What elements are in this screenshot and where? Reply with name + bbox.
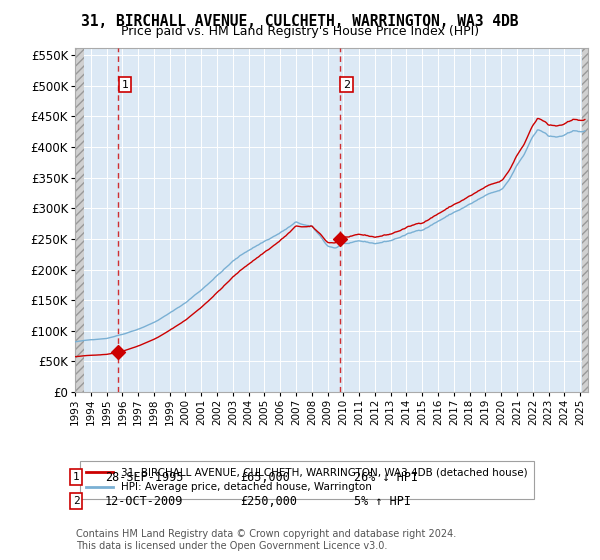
Text: £250,000: £250,000 <box>240 494 297 508</box>
Text: 2: 2 <box>73 496 80 506</box>
Text: 1: 1 <box>122 80 128 90</box>
Text: Price paid vs. HM Land Registry's House Price Index (HPI): Price paid vs. HM Land Registry's House … <box>121 25 479 38</box>
Text: 1: 1 <box>73 472 80 482</box>
Bar <box>581 48 588 392</box>
Point <box>113 348 123 357</box>
Bar <box>75 48 83 392</box>
Text: 5% ↑ HPI: 5% ↑ HPI <box>354 494 411 508</box>
Point <box>335 235 345 244</box>
Text: 2: 2 <box>343 80 350 90</box>
Text: 31, BIRCHALL AVENUE, CULCHETH, WARRINGTON, WA3 4DB: 31, BIRCHALL AVENUE, CULCHETH, WARRINGTO… <box>81 14 519 29</box>
Text: Contains HM Land Registry data © Crown copyright and database right 2024.
This d: Contains HM Land Registry data © Crown c… <box>76 529 457 551</box>
Text: £65,000: £65,000 <box>240 470 290 484</box>
Text: 28-SEP-1995: 28-SEP-1995 <box>105 470 184 484</box>
Text: 12-OCT-2009: 12-OCT-2009 <box>105 494 184 508</box>
Text: 26% ↓ HPI: 26% ↓ HPI <box>354 470 418 484</box>
Legend: 31, BIRCHALL AVENUE, CULCHETH, WARRINGTON, WA3 4DB (detached house), HPI: Averag: 31, BIRCHALL AVENUE, CULCHETH, WARRINGTO… <box>80 461 534 498</box>
